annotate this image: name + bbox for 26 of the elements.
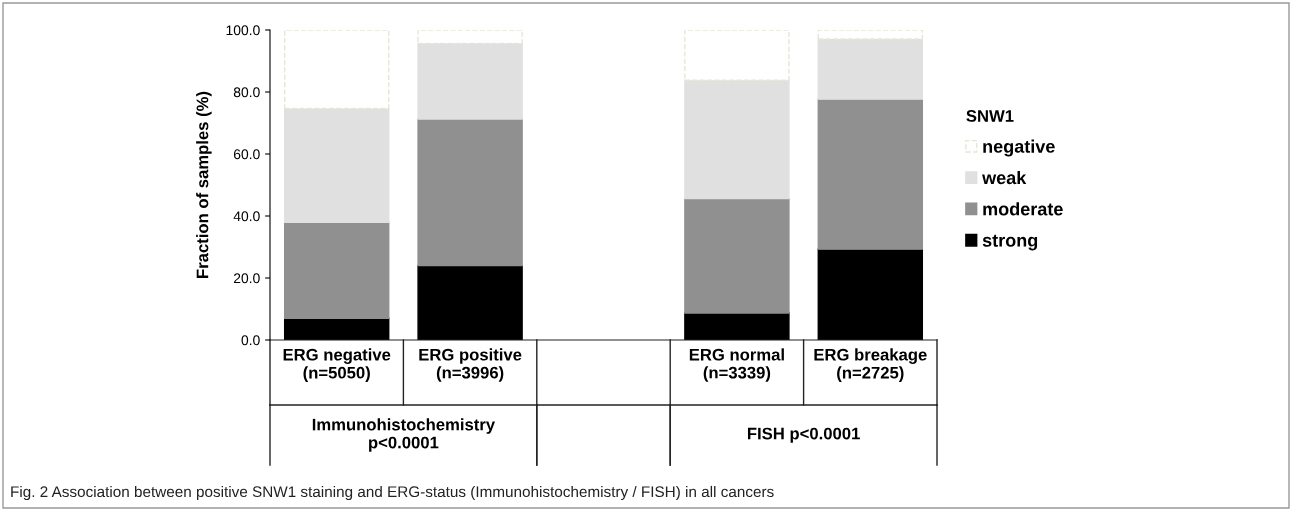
bar (684, 312, 790, 340)
y-tick-label: 80.0 (233, 87, 260, 98)
text: Immunohistochemistry p<0.0001 (312, 418, 495, 452)
legend-label: negative (983, 139, 1055, 157)
y-tick-label: 0.0 (241, 335, 260, 346)
legend-label: strong (982, 234, 1038, 251)
bar (417, 118, 523, 267)
y-tick-label: 60.0 (233, 149, 260, 160)
legend-label: moderate (983, 202, 1063, 216)
x-tick-label: ERG positive (n=3996) (419, 348, 522, 382)
caption: Fig. 2 Association between positive SNW1 staining and ERG-status (Immunohistochemistry / FISH) in all cancers (11, 485, 774, 501)
legend-label: weak (982, 170, 1027, 185)
bar (417, 264, 523, 340)
x-tick-label: ERG normal (n=3339) (689, 348, 784, 382)
x-tick-label: ERG breakage (n=2725) (814, 348, 927, 382)
text: FISH p<0.0001 (747, 427, 860, 443)
y-tick-label: 20.0 (233, 273, 260, 284)
y-tick-label: 100.0 (226, 25, 260, 36)
y-axis-title: Fraction of samples (%) (196, 91, 212, 278)
y-tick-label: 40.0 (233, 211, 260, 222)
bar (283, 221, 390, 319)
bar (817, 98, 924, 250)
bar (684, 197, 790, 314)
x-tick-label: ERG negative (n=5050) (283, 348, 391, 382)
legend-title: SNW1 (966, 110, 1014, 122)
bar (817, 248, 924, 340)
